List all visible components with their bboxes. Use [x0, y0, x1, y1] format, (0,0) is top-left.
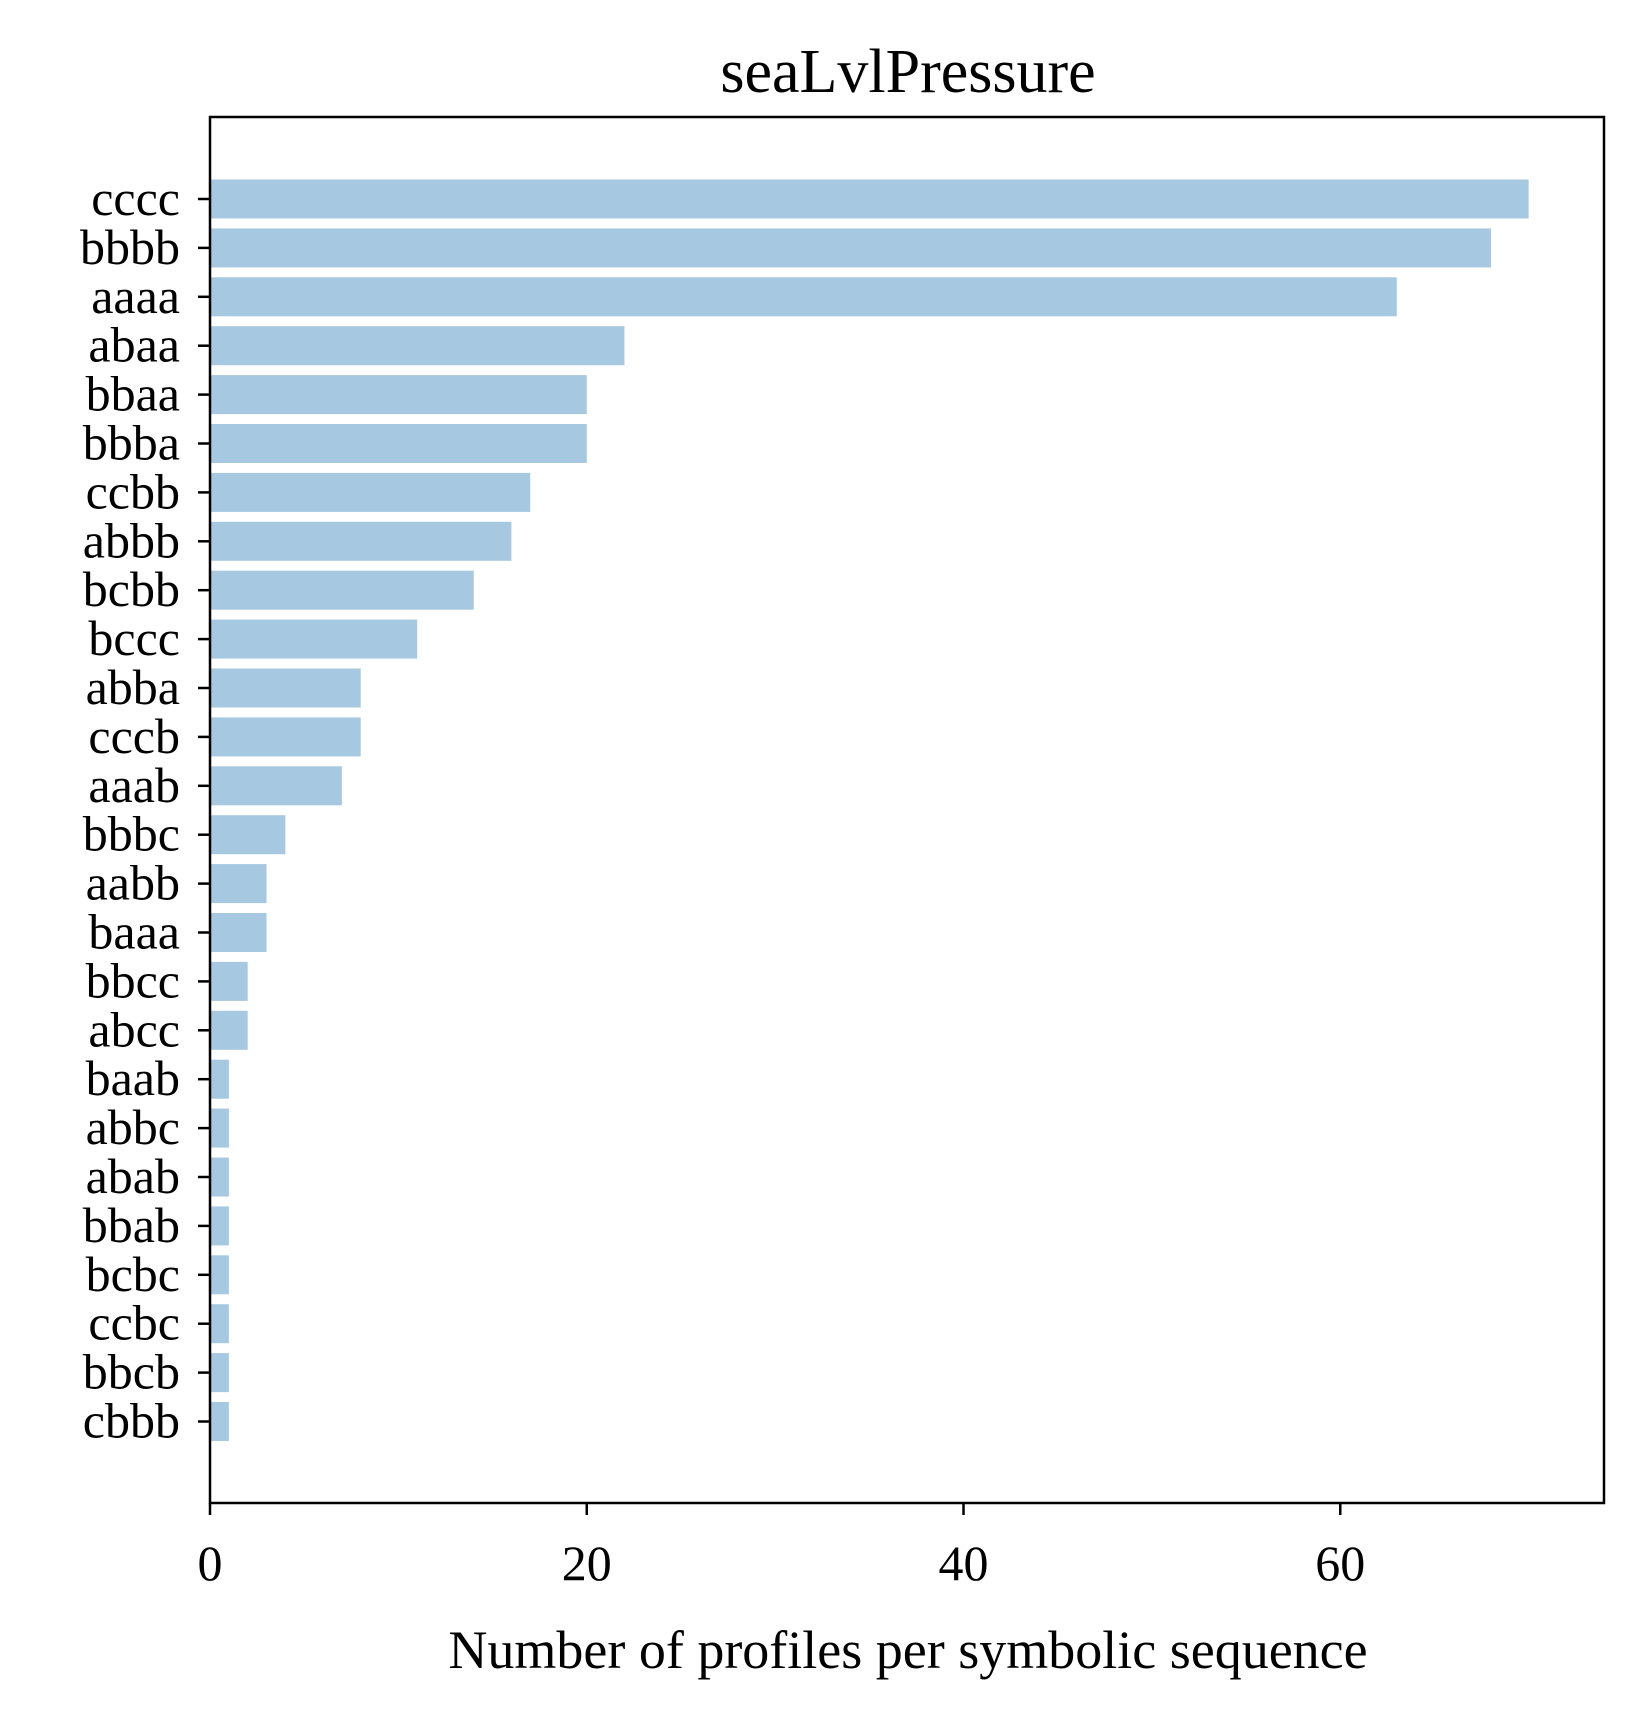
y-tick-label: abbc [86, 1099, 180, 1155]
y-tick-label: bbaa [86, 366, 180, 422]
y-tick-label: bccc [88, 610, 180, 666]
y-tick-label: ccbb [86, 463, 180, 519]
y-tick-label: aaaa [91, 268, 180, 324]
bar-cccc [210, 179, 1529, 219]
y-tick-label: abab [86, 1148, 180, 1204]
bar-abba [210, 668, 361, 708]
y-tick-label: bbcc [86, 952, 180, 1008]
bar-cbbb [210, 1402, 229, 1441]
x-axis-label: Number of profiles per symbolic sequence [448, 1620, 1367, 1680]
y-axis-ticks: ccccbbbbaaaaabaabbaabbbaccbbabbbbcbbbccc… [80, 170, 210, 1449]
bar-abaa [210, 326, 625, 366]
y-tick-label: aabb [86, 855, 180, 911]
bar-abbc [210, 1108, 229, 1148]
plot-frame [208, 115, 1606, 1505]
x-tick-label: 0 [198, 1535, 223, 1591]
bar-ccbb [210, 472, 531, 512]
y-tick-label: baaa [88, 904, 180, 960]
x-tick-label: 20 [562, 1535, 612, 1591]
bar-bcbc [210, 1255, 229, 1295]
y-tick-label: abaa [88, 317, 180, 373]
bar-abbb [210, 521, 512, 561]
bar-bbbb [210, 228, 1491, 268]
bar-bbaa [210, 375, 587, 415]
bar-bbba [210, 424, 587, 463]
y-tick-label: cbbb [83, 1393, 180, 1449]
bar-baaa [210, 913, 267, 952]
bars-group [210, 179, 1529, 1441]
bar-bcbb [210, 570, 474, 610]
x-tick-label: 60 [1315, 1535, 1365, 1591]
y-tick-label: cccb [88, 708, 180, 764]
x-axis-ticks: 0 20 40 60 [198, 1503, 1365, 1591]
bar-bbcb [210, 1353, 229, 1393]
bar-cccb [210, 717, 361, 757]
y-tick-label: bcbb [83, 561, 180, 617]
y-tick-label: abba [86, 659, 180, 715]
bar-abab [210, 1157, 229, 1197]
y-tick-label: bbab [83, 1197, 180, 1253]
y-tick-label: bcbc [86, 1246, 180, 1302]
bar-aabb [210, 864, 267, 904]
y-tick-label: bbcb [83, 1344, 180, 1400]
y-tick-label: aaab [88, 757, 180, 813]
bar-aaaa [210, 277, 1397, 317]
y-tick-label: ccbc [88, 1295, 180, 1351]
y-tick-label: bbba [83, 415, 180, 471]
bar-bbbc [210, 815, 286, 855]
y-tick-label: abbb [83, 512, 180, 568]
bar-aaab [210, 766, 342, 806]
x-tick-label: 40 [939, 1535, 989, 1591]
bar-bccc [210, 619, 418, 659]
y-tick-label: bbbb [80, 219, 180, 275]
chart-title: seaLvlPressure [720, 38, 1095, 106]
bar-bbab [210, 1206, 229, 1246]
bar-baab [210, 1059, 229, 1099]
y-tick-label: cccc [91, 170, 180, 226]
y-tick-label: bbbc [83, 806, 180, 862]
bar-abcc [210, 1010, 248, 1050]
y-tick-label: baab [86, 1050, 180, 1106]
bar-bbcc [210, 961, 248, 1001]
bar-ccbc [210, 1304, 229, 1344]
y-tick-label: abcc [88, 1001, 180, 1057]
